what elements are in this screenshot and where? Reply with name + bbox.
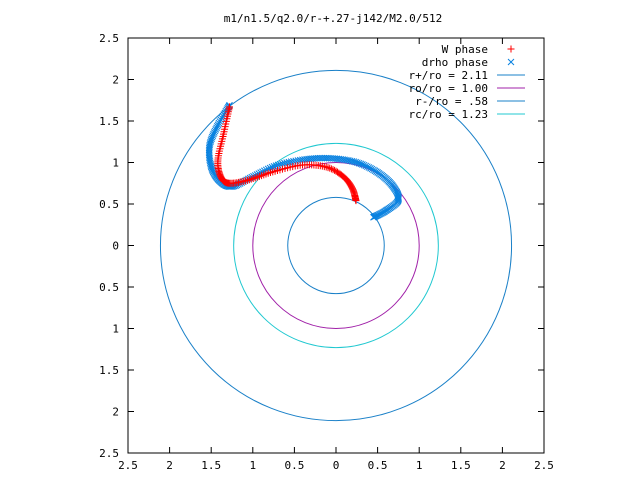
axis-ticks: 2.5 2 1.5 1 0.5 0 0.5 1 1.5 2 2.52.521.510.500.511… [99,32,554,472]
x-tick-label: 2 [499,459,506,472]
chart-title: m1/n1.5/q2.0/r-+.27-j142/M2.0/512 [224,12,443,25]
y-tick-label: 1.5 [99,115,119,128]
drho-phase-point [370,213,377,221]
y-tick-label: 1 [112,157,119,170]
w-phase-point [327,165,335,173]
y-tick-label: 2.5 [99,32,119,45]
drho-phase-point [362,162,370,170]
circle-r- [287,196,385,295]
w-phase-point [324,164,332,172]
w-phase-point [352,197,360,205]
x-tick-label: 2 [166,459,173,472]
circle-rc [233,142,439,349]
y-tick-label: 2.5 [99,447,119,460]
w-phase-point [326,164,334,172]
x-tick-label: 0 [333,459,340,472]
circle-ro [252,162,420,329]
legend-label: rc/ro = 1.23 [409,108,488,121]
legend-label: drho phase [422,56,488,69]
drho-phase-point [216,118,224,125]
drho-phase-point [215,119,223,127]
phase-points [205,101,402,221]
y-tick-label: 1.5 [99,364,119,377]
x-tick-label: 0.5 [284,459,304,472]
drho-phase-point [270,162,278,170]
y-tick-label: 2 [112,406,119,419]
x-tick-label: 0.5 [368,459,388,472]
legend-marker [507,45,515,53]
circle-r+ [159,69,513,422]
x-tick-label: 2.5 [118,459,138,472]
x-tick-label: 1 [249,459,256,472]
w-phase-point [331,166,339,174]
x-tick-label: 1 [416,459,423,472]
w-phase-point [322,163,330,171]
y-tick-label: 0.5 [99,281,119,294]
legend-label: r+/ro = 2.11 [409,69,488,82]
drho-phase-point [218,114,226,122]
legend-label: ro/ro = 1.00 [409,82,488,95]
x-tick-label: 1.5 [201,459,221,472]
drho-phase-point [272,162,280,169]
legend-label: r-/ro = .58 [415,95,488,108]
y-tick-label: 0.5 [99,198,119,211]
y-tick-label: 0 [112,240,119,253]
w-phase-point [329,166,337,174]
drho-phase-point [360,161,368,169]
legend-label: W phase [442,43,488,56]
drho-phase-point [363,163,371,171]
y-tick-label: 2 [112,74,119,87]
radius-circles [159,69,513,422]
x-tick-label: 1.5 [451,459,471,472]
legend-marker [507,58,515,66]
x-tick-label: 2.5 [534,459,554,472]
y-tick-label: 1 [112,323,119,336]
drho-phase-point [217,116,225,124]
